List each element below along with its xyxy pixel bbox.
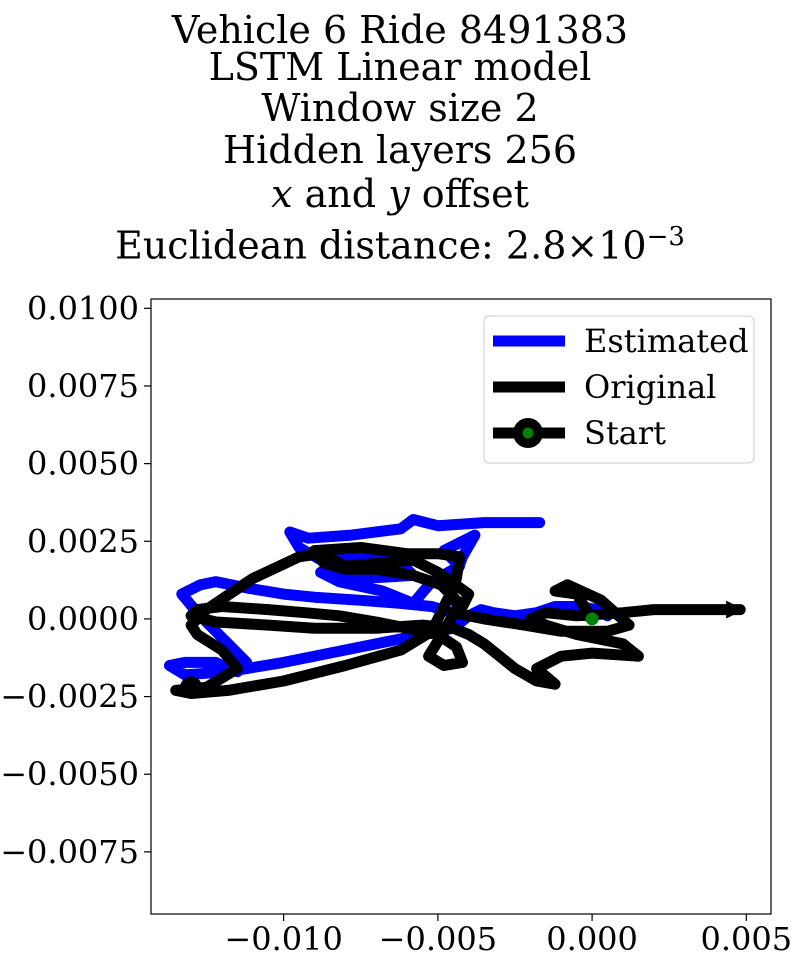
legend-label-original: Original [584, 368, 716, 406]
title-offset-word: offset [409, 172, 529, 216]
trace-layer [164, 514, 746, 699]
legend-label-start: Start [584, 414, 666, 452]
x-tick-label: −0.010 [224, 920, 342, 958]
title-line-offset: x and y offset [0, 172, 800, 216]
title-and: and [292, 172, 389, 216]
x-tick-label: 0.000 [546, 920, 638, 958]
chart-title: Vehicle 6 Ride 8491383 LSTM Linear model… [0, 0, 800, 270]
y-tick-label: 0.0000 [27, 600, 139, 638]
title-x-var: x [271, 172, 293, 216]
title-line-distance: Euclidean distance: 2.8×10−3 [0, 215, 800, 268]
y-axis: 0.0100 0.0075 0.0050 0.0025 0.0000 −0.0025 −0.… [0, 289, 151, 871]
legend-box [483, 315, 755, 464]
y-tick-label: −0.0025 [0, 678, 139, 716]
title-line-vehicle: Vehicle 6 Ride 8491383 [171, 8, 629, 52]
title-exponent: −3 [646, 222, 685, 252]
y-tick-label: 0.0025 [27, 522, 139, 560]
y-tick-label: −0.0075 [0, 833, 139, 871]
x-tick-label: 0.005 [701, 920, 793, 958]
title-line-model: LSTM Linear model [208, 45, 592, 89]
y-tick-label: 0.0075 [27, 367, 139, 405]
x-axis: −0.010 −0.005 0.000 0.005 [224, 914, 792, 958]
y-tick-label: −0.0050 [0, 755, 139, 793]
title-line-window: Window size 2 [261, 86, 539, 130]
title-times-sign: × [566, 223, 599, 268]
plot-frame [150, 298, 772, 915]
series-line-original [170, 542, 746, 699]
legend: Estimated Original Start [483, 315, 755, 464]
title-distance-prefix: Euclidean distance: 2.8 [115, 223, 567, 268]
x-tick-label: −0.005 [379, 920, 497, 958]
y-tick-label: 0.0100 [27, 289, 139, 327]
legend-label-estimated: Estimated [584, 322, 749, 360]
series-end-blob-original [180, 676, 203, 699]
title-line-hidden: Hidden layers 256 [222, 128, 578, 172]
start-marker [585, 612, 599, 626]
title-y-var: y [388, 172, 410, 216]
title-power-base: 10 [598, 223, 647, 268]
series-end-arrow-original [726, 600, 745, 619]
legend-start-marker-inner [522, 427, 534, 439]
y-tick-label: 0.0050 [27, 445, 139, 483]
